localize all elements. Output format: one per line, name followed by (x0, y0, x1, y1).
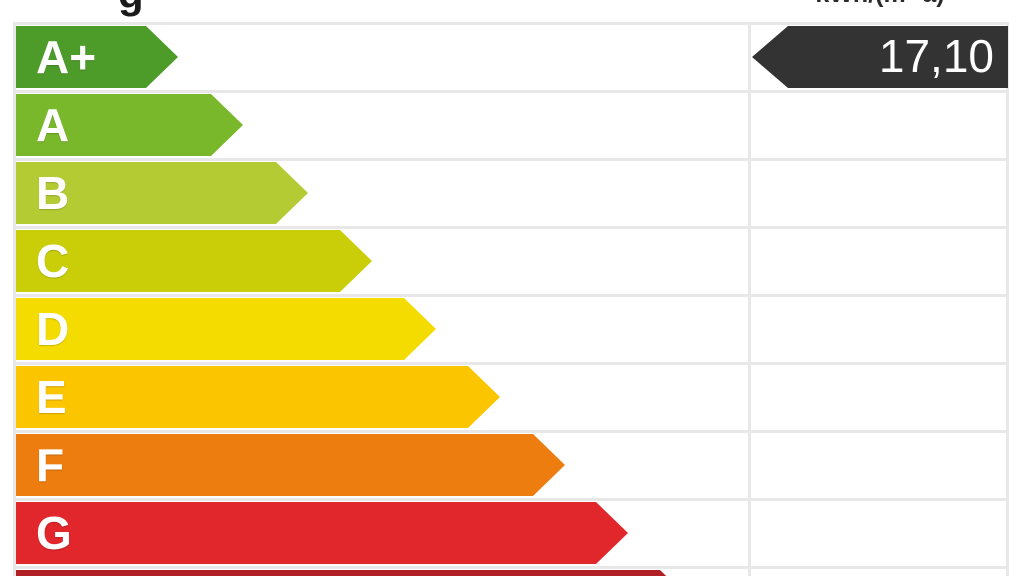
grid-row-line (14, 430, 1008, 433)
page-title: g (118, 0, 144, 18)
rating-bar-a: A (16, 94, 243, 156)
rating-bar-g: G (16, 502, 628, 564)
rating-bar-a-plus: A+ (16, 26, 178, 88)
rating-bar-shape (16, 162, 308, 224)
grid-row-line (14, 226, 1008, 229)
grid-row-line (14, 498, 1008, 501)
rating-bar-shape (16, 502, 628, 564)
rating-bar-shape (16, 94, 243, 156)
grid-row-line (14, 22, 1008, 25)
grid-row-line (14, 566, 1008, 569)
unit-header-label: kWh/(m²·a) (752, 0, 1008, 9)
grid-row-line (14, 158, 1008, 161)
rating-bar-shape (16, 230, 372, 292)
rating-bar-h: H (16, 570, 692, 576)
rating-bar-d: D (16, 298, 436, 360)
rating-bar-e: E (16, 366, 500, 428)
rating-bar-shape (16, 298, 436, 360)
rating-bar-f: F (16, 434, 565, 496)
grid-row-line (14, 90, 1008, 93)
rating-bar-shape (16, 570, 692, 576)
grid-row-line (14, 294, 1008, 297)
rating-bar-b: B (16, 162, 308, 224)
rating-bar-shape (16, 434, 565, 496)
grid-row-line (14, 362, 1008, 365)
rating-bar-shape (16, 26, 178, 88)
grid-vline-mid (748, 22, 751, 576)
label-header: g kWh/(m²·a) (0, 0, 1024, 24)
rating-scale-grid: A+ABCDEFGH 17,10 (0, 22, 1024, 576)
value-marker-arrow: 17,10 (752, 26, 1008, 88)
rating-bar-c: C (16, 230, 372, 292)
value-marker-text: 17,10 (878, 30, 994, 82)
rating-bar-shape (16, 366, 500, 428)
grid-vline-left (13, 22, 16, 576)
grid-vline-right (1006, 22, 1009, 576)
